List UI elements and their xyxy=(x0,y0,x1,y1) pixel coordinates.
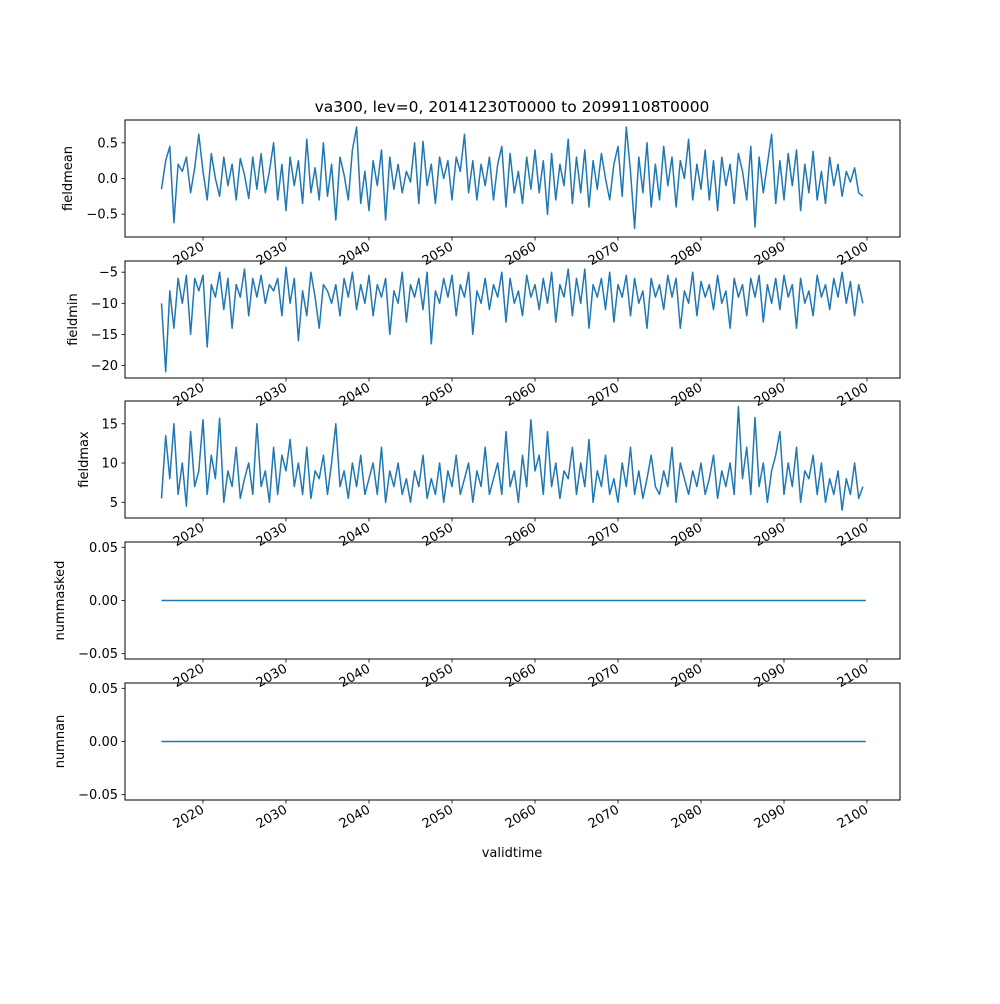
y-tick-label: 0.05 xyxy=(89,541,118,556)
series-line-fieldmean xyxy=(160,126,864,230)
y-tick-label: −0.05 xyxy=(78,788,118,803)
axes-frame xyxy=(124,260,901,379)
y-axis-label: fieldmax xyxy=(77,431,92,488)
y-tick-label: 0.00 xyxy=(89,594,118,609)
y-tick-label: 0.00 xyxy=(89,735,118,750)
y-tick-label: −15 xyxy=(91,328,118,343)
y-tick-label: −0.5 xyxy=(86,208,118,223)
y-tick-label: −0.05 xyxy=(78,647,118,662)
y-tick-label: 0.5 xyxy=(97,136,118,151)
y-tick-label: −20 xyxy=(91,359,118,374)
x-tick-label: 2080 xyxy=(669,802,705,832)
chart-title: va300, lev=0, 20141230T0000 to 20991108T… xyxy=(315,98,710,116)
x-tick-label: 2070 xyxy=(586,802,622,832)
y-tick-label: 5 xyxy=(110,496,118,511)
axes-frame xyxy=(124,400,901,519)
y-tick-label: 0.0 xyxy=(97,172,118,187)
y-tick-label: 15 xyxy=(101,417,118,432)
x-tick-label: 2100 xyxy=(835,802,871,832)
y-axis-label: fieldmean xyxy=(61,146,76,211)
y-tick-label: −10 xyxy=(91,297,118,312)
y-axis-label: fieldmin xyxy=(66,293,81,346)
y-axis-label: numnan xyxy=(53,715,68,769)
x-tick-label: 2040 xyxy=(337,802,373,832)
series-line-fieldmin xyxy=(160,266,864,373)
x-axis-label: validtime xyxy=(482,846,543,861)
axes-background xyxy=(124,401,901,518)
y-axis-label: nummasked xyxy=(53,561,68,641)
x-tick-label: 2020 xyxy=(171,802,207,832)
series-line-fieldmax xyxy=(160,405,864,511)
x-tick-label: 2060 xyxy=(503,802,539,832)
y-tick-label: −5 xyxy=(99,266,118,281)
x-tick-label: 2090 xyxy=(752,802,788,832)
x-tick-label: 2050 xyxy=(420,802,456,832)
y-tick-label: 0.05 xyxy=(89,682,118,697)
y-tick-label: 10 xyxy=(101,457,118,472)
x-tick-label: 2030 xyxy=(254,802,290,832)
